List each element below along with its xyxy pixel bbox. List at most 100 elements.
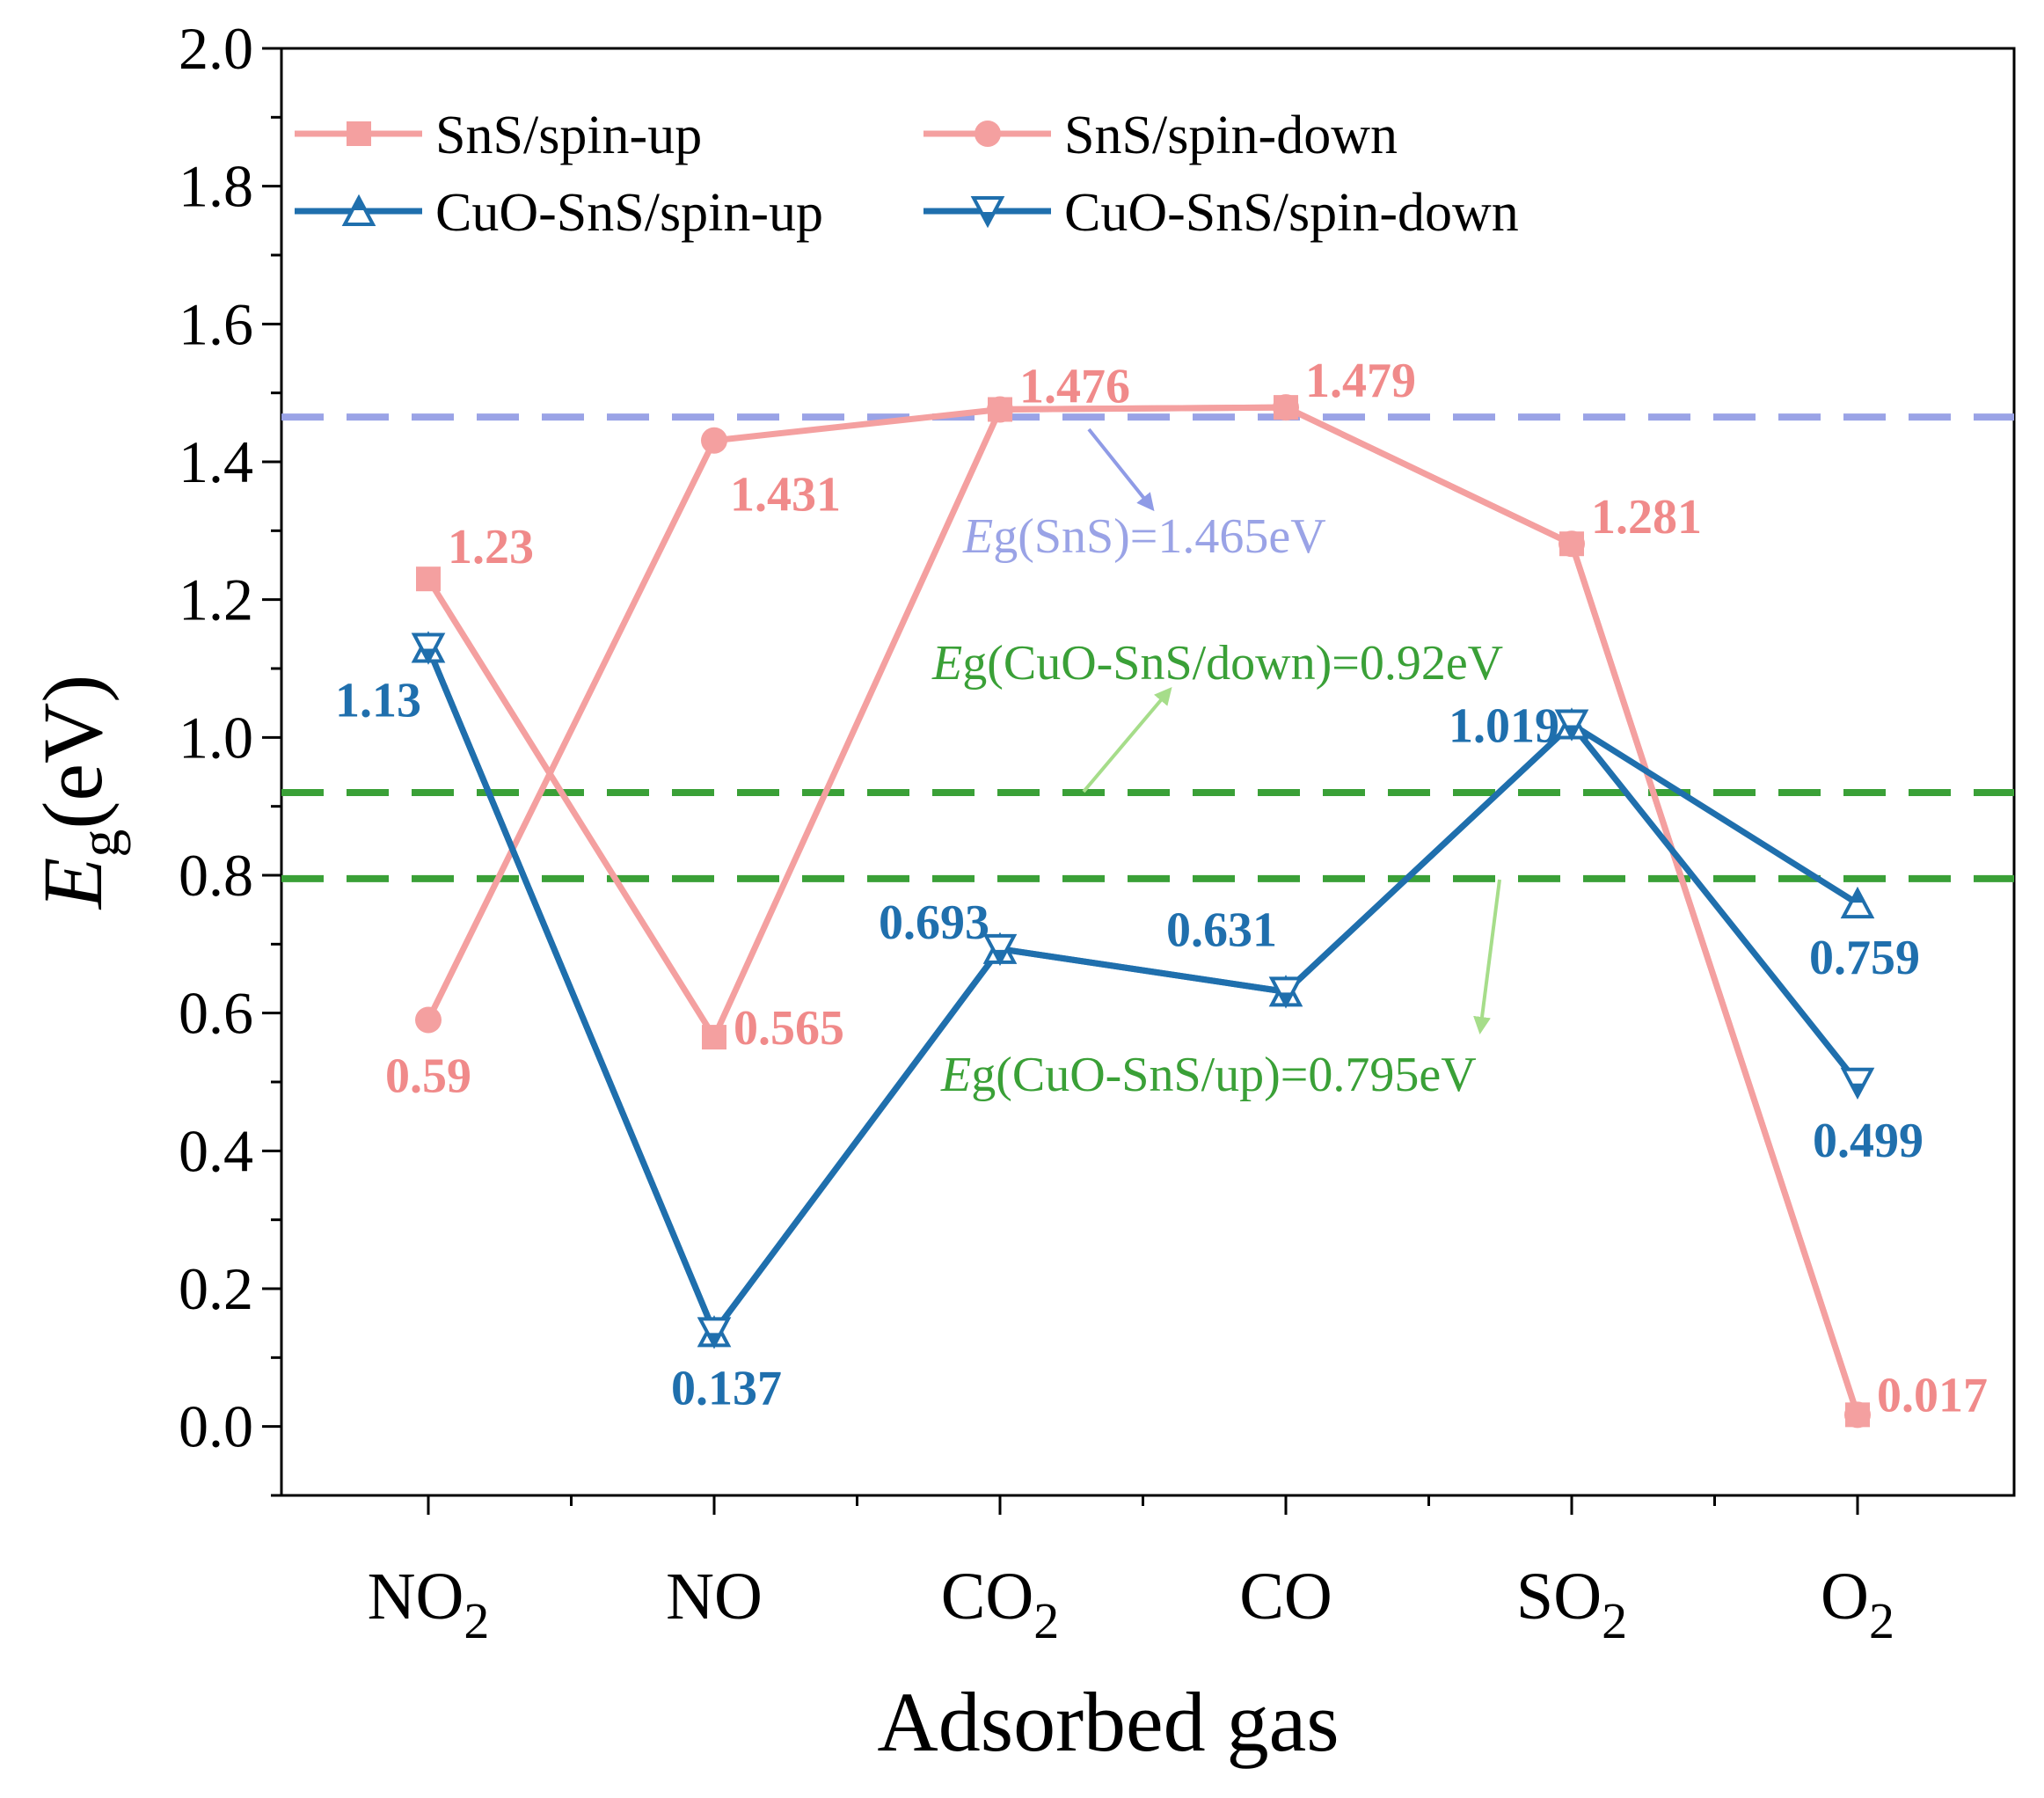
- legend-label: SnS/spin-up: [435, 106, 702, 165]
- y-tick-label: 1.8: [179, 153, 253, 220]
- x-tick-label-sub: 2: [1869, 1592, 1894, 1649]
- x-tick-label: CO2: [941, 1560, 1060, 1649]
- data-point-1-1: [701, 427, 727, 454]
- data-point-3-3: [1268, 976, 1303, 1009]
- data-label: 0.693: [879, 895, 989, 950]
- data-point-0-1: [702, 1025, 726, 1050]
- legend-item-1: SnS/spin-down: [923, 106, 1398, 165]
- data-point-3-0-outline: [411, 632, 446, 665]
- x-axis-title: Adsorbed gas: [877, 1675, 1339, 1769]
- data-point-3-1: [697, 1317, 732, 1349]
- data-point-3-5: [1840, 1067, 1875, 1100]
- data-point-3-2-outline: [982, 933, 1018, 967]
- data-point-3-4: [1554, 709, 1589, 742]
- data-label: 0.565: [734, 1001, 844, 1056]
- data-label: 0.017: [1877, 1368, 1988, 1422]
- annotation-arrow: [1473, 879, 1501, 1034]
- x-tick-label-main: NO: [368, 1560, 464, 1634]
- data-point-3-1-outline: [697, 1317, 732, 1349]
- series-line-3: [425, 647, 1860, 1335]
- data-point-3-0-fill: [421, 648, 435, 660]
- x-tick-label-sub: 2: [1602, 1592, 1627, 1649]
- x-tick-label-sub: 2: [464, 1592, 489, 1649]
- reference-line-caption-text: g(CuO-SnS/up)=0.795eV: [971, 1048, 1476, 1102]
- reference-line-caption-italic: E: [962, 509, 993, 564]
- legend-marker: [975, 121, 1001, 147]
- reference-line-caption-text: g(SnS)=1.465eV: [993, 509, 1325, 564]
- data-point-0-5: [1845, 1402, 1870, 1428]
- svg-text:Eg(eV): Eg(eV): [26, 675, 131, 911]
- data-label: 0.631: [1166, 903, 1277, 957]
- data-label: 1.476: [1019, 359, 1130, 413]
- data-point-2-5-fill: [1851, 892, 1865, 903]
- reference-line-caption: Eg(SnS)=1.465eV: [962, 509, 1326, 564]
- data-label: 1.23: [448, 520, 534, 574]
- y-axis-title-unit: (eV): [26, 675, 120, 830]
- legend-label: CuO-SnS/spin-down: [1064, 183, 1519, 243]
- y-tick-label: 0.6: [179, 980, 253, 1047]
- series-line-1: [425, 404, 1861, 1416]
- data-label: 1.281: [1591, 490, 1702, 545]
- annotations: Eg(SnS)=1.465eVEg(CuO-SnS/down)=0.92eVEg…: [931, 428, 1503, 1102]
- data-point-3-1-fill: [707, 1333, 721, 1344]
- x-tick-label-main: SO: [1516, 1560, 1602, 1634]
- x-tick-label: NO2: [368, 1560, 490, 1649]
- legend-item-0: SnS/spin-up: [295, 106, 702, 165]
- reference-line-caption-text: g(CuO-SnS/down)=0.92eV: [962, 636, 1503, 691]
- data-label: 0.137: [671, 1361, 782, 1415]
- x-tick-label: NO: [666, 1560, 763, 1634]
- y-tick-label: 0.4: [179, 1117, 253, 1184]
- y-tick-label: 1.4: [179, 428, 253, 495]
- y-tick-label: 2.0: [179, 15, 253, 82]
- data-label: 0.759: [1809, 931, 1920, 985]
- data-point-3-3-outline: [1268, 976, 1303, 1009]
- series-markers: [411, 394, 1875, 1429]
- data-label: 1.13: [335, 674, 421, 728]
- legend-marker-fill: [352, 200, 366, 210]
- legend-marker: [970, 196, 1005, 229]
- reference-line-caption-italic: E: [931, 636, 962, 691]
- data-point-3-2: [982, 933, 1018, 967]
- data-labels: 1.23 0.565 1.476 1.479 1.281 0.017 0.59 1.431 1.…: [335, 354, 1988, 1422]
- data-label: 0.59: [385, 1049, 471, 1104]
- x-tick-label-main: CO: [941, 1560, 1034, 1634]
- data-point-3-4-outline: [1554, 709, 1589, 742]
- y-axis-title-sub: g: [69, 830, 131, 858]
- x-tick-label-main: NO: [666, 1560, 763, 1634]
- x-tick-label: O2: [1821, 1560, 1894, 1649]
- data-label: 1.019: [1449, 698, 1559, 753]
- x-tick-label-main: O: [1821, 1560, 1869, 1634]
- data-point-2-5-outline: [1840, 886, 1875, 919]
- data-point-3-2-fill: [993, 949, 1007, 961]
- data-point-2-5: [1840, 886, 1875, 919]
- data-point-3-5-outline: [1840, 1067, 1875, 1100]
- x-tick-label-sub: 2: [1033, 1592, 1059, 1649]
- legend-marker-outline: [341, 194, 376, 226]
- legend-marker-outline: [970, 196, 1005, 229]
- reference-lines: [281, 413, 2014, 882]
- legend-label: CuO-SnS/spin-up: [435, 183, 823, 243]
- data-label: 1.431: [730, 468, 841, 523]
- series-lines: [425, 404, 1861, 1416]
- plot-border: [280, 47, 2016, 1497]
- y-tick-label: 1.6: [179, 290, 253, 357]
- y-tick-label: 1.2: [179, 566, 253, 633]
- legend-item-2: CuO-SnS/spin-up: [295, 183, 823, 243]
- data-point-0-4: [1559, 531, 1584, 557]
- legend-marker: [341, 194, 376, 226]
- data-point-0-3: [1274, 395, 1298, 420]
- legend-marker-fill: [981, 212, 995, 223]
- data-point-3-0: [411, 632, 446, 665]
- data-point-0-2: [988, 397, 1012, 422]
- reference-line-caption-italic: E: [940, 1048, 971, 1102]
- x-tick-label-main: CO: [1239, 1560, 1332, 1634]
- legend-marker: [347, 121, 371, 146]
- y-axis-title-main: E: [26, 858, 120, 911]
- y-tick-label: 0.2: [179, 1255, 253, 1322]
- data-point-0-0: [416, 566, 441, 592]
- x-tick-label: CO: [1239, 1560, 1332, 1634]
- y-tick-label: 0.8: [179, 842, 253, 909]
- data-point-1-0: [415, 1006, 442, 1034]
